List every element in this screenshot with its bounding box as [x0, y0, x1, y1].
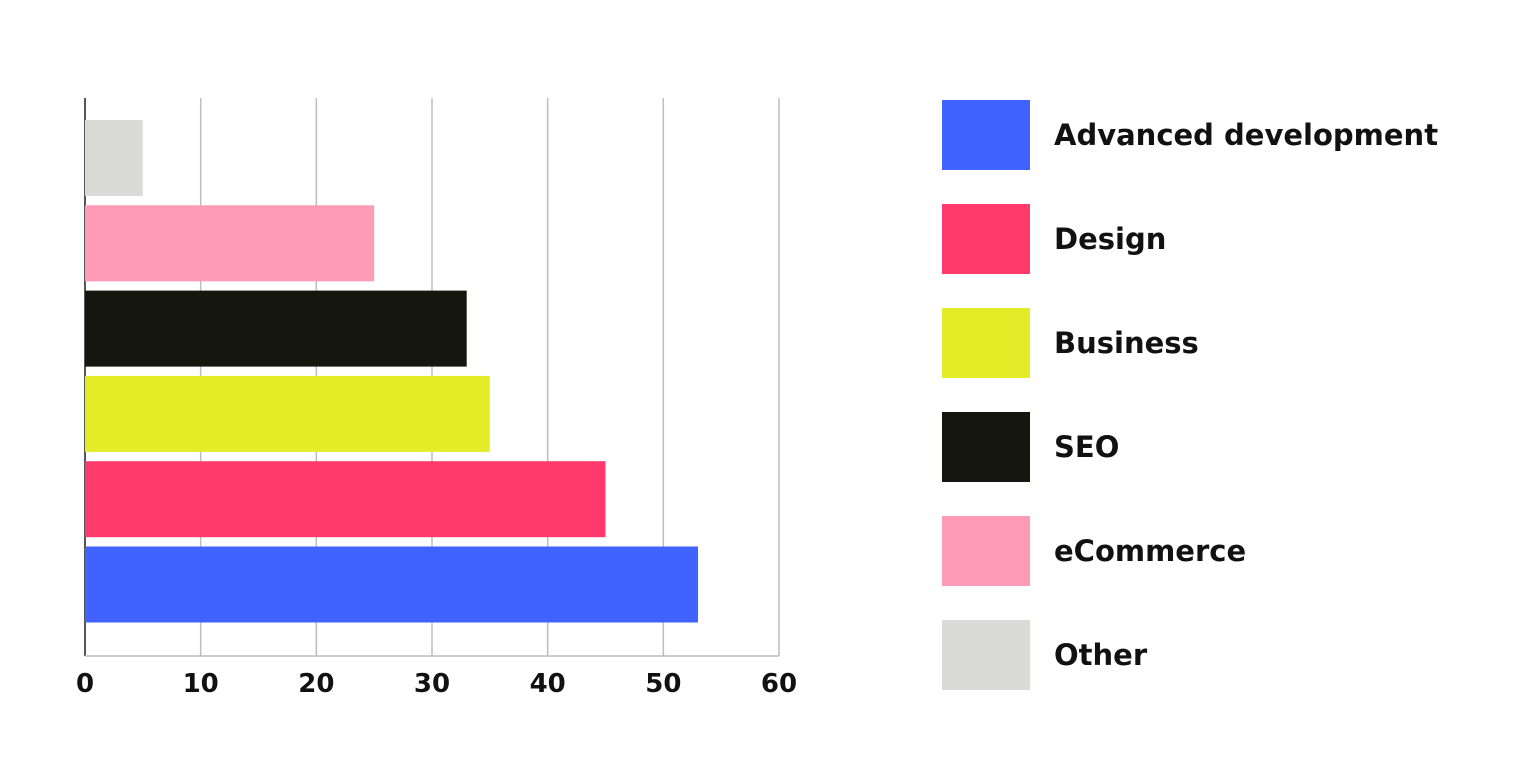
legend-label: Other: [1054, 638, 1148, 672]
x-tick-label: 60: [761, 669, 797, 699]
bar-business: [85, 375, 490, 452]
chart-legend: Advanced development Design Business SEO eCo…: [942, 100, 1438, 724]
legend-item-advanced-development: Advanced development: [942, 100, 1438, 170]
legend-label: SEO: [1054, 430, 1120, 464]
legend-label: Business: [1054, 326, 1199, 360]
legend-swatch: [942, 620, 1030, 690]
bar-other: [85, 120, 143, 196]
bar-design: [85, 461, 606, 538]
x-tick-label: 50: [645, 669, 681, 699]
legend-swatch: [942, 204, 1030, 274]
x-tick-label: 30: [414, 669, 450, 699]
x-tick-label: 0: [76, 669, 94, 699]
legend-label: Design: [1054, 222, 1167, 256]
legend-item-other: Other: [942, 620, 1438, 690]
legend-label: eCommerce: [1054, 534, 1247, 568]
legend-swatch: [942, 516, 1030, 586]
bar-seo: [85, 290, 467, 367]
bars: [85, 120, 699, 623]
x-tick-label: 10: [183, 669, 219, 699]
legend-swatch: [942, 100, 1030, 170]
legend-item-business: Business: [942, 308, 1438, 378]
x-tick-label: 20: [298, 669, 334, 699]
legend-swatch: [942, 308, 1030, 378]
legend-item-ecommerce: eCommerce: [942, 516, 1438, 586]
legend-item-design: Design: [942, 204, 1438, 274]
bar-chart: 0 10 20 30 40 50 60: [76, 98, 797, 699]
bar-ecommerce: [85, 205, 375, 282]
legend-swatch: [942, 412, 1030, 482]
legend-label: Advanced development: [1054, 118, 1439, 152]
x-tick-label: 40: [530, 669, 566, 699]
bar-advanced-development: [85, 546, 699, 623]
x-axis: 0 10 20 30 40 50 60: [76, 655, 797, 699]
legend-item-seo: SEO: [942, 412, 1438, 482]
